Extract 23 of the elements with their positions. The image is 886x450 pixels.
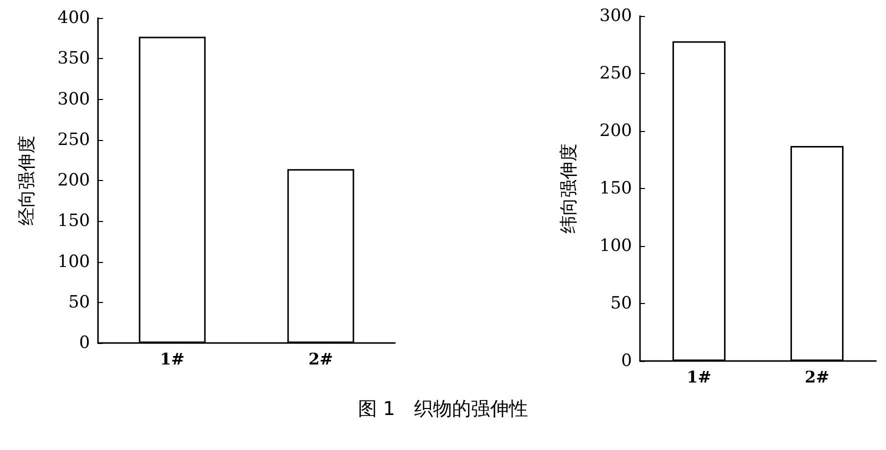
y-tick-label: 300 xyxy=(58,89,90,110)
y-tick-label: 150 xyxy=(600,178,632,198)
y-tick-label: 100 xyxy=(600,236,632,256)
y-tick-label: 200 xyxy=(58,170,90,190)
x-tick-label: 2# xyxy=(308,350,334,368)
y-tick-label: 150 xyxy=(58,211,90,232)
y-axis-title: 经向强伸度 xyxy=(16,136,38,226)
y-tick-label: 350 xyxy=(58,48,90,69)
x-tick-label: 1# xyxy=(686,368,712,386)
y-tick-label: 0 xyxy=(621,351,632,371)
y-tick-label: 300 xyxy=(600,6,632,26)
x-tick-label: 2# xyxy=(804,368,830,386)
caption: 图 1 织物的强伸性 xyxy=(356,397,530,422)
y-tick-label: 400 xyxy=(58,8,90,28)
y-tick-label: 100 xyxy=(58,252,90,272)
y-tick-label: 250 xyxy=(600,64,632,84)
y-tick-label: 200 xyxy=(600,121,632,141)
y-tick-label: 0 xyxy=(79,333,90,353)
y-tick-label: 250 xyxy=(58,130,90,150)
y-tick-label: 50 xyxy=(68,292,90,312)
y-tick-label: 50 xyxy=(610,294,632,314)
x-tick-label: 1# xyxy=(160,350,185,368)
y-axis-title: 纬向强伸度 xyxy=(558,144,580,234)
